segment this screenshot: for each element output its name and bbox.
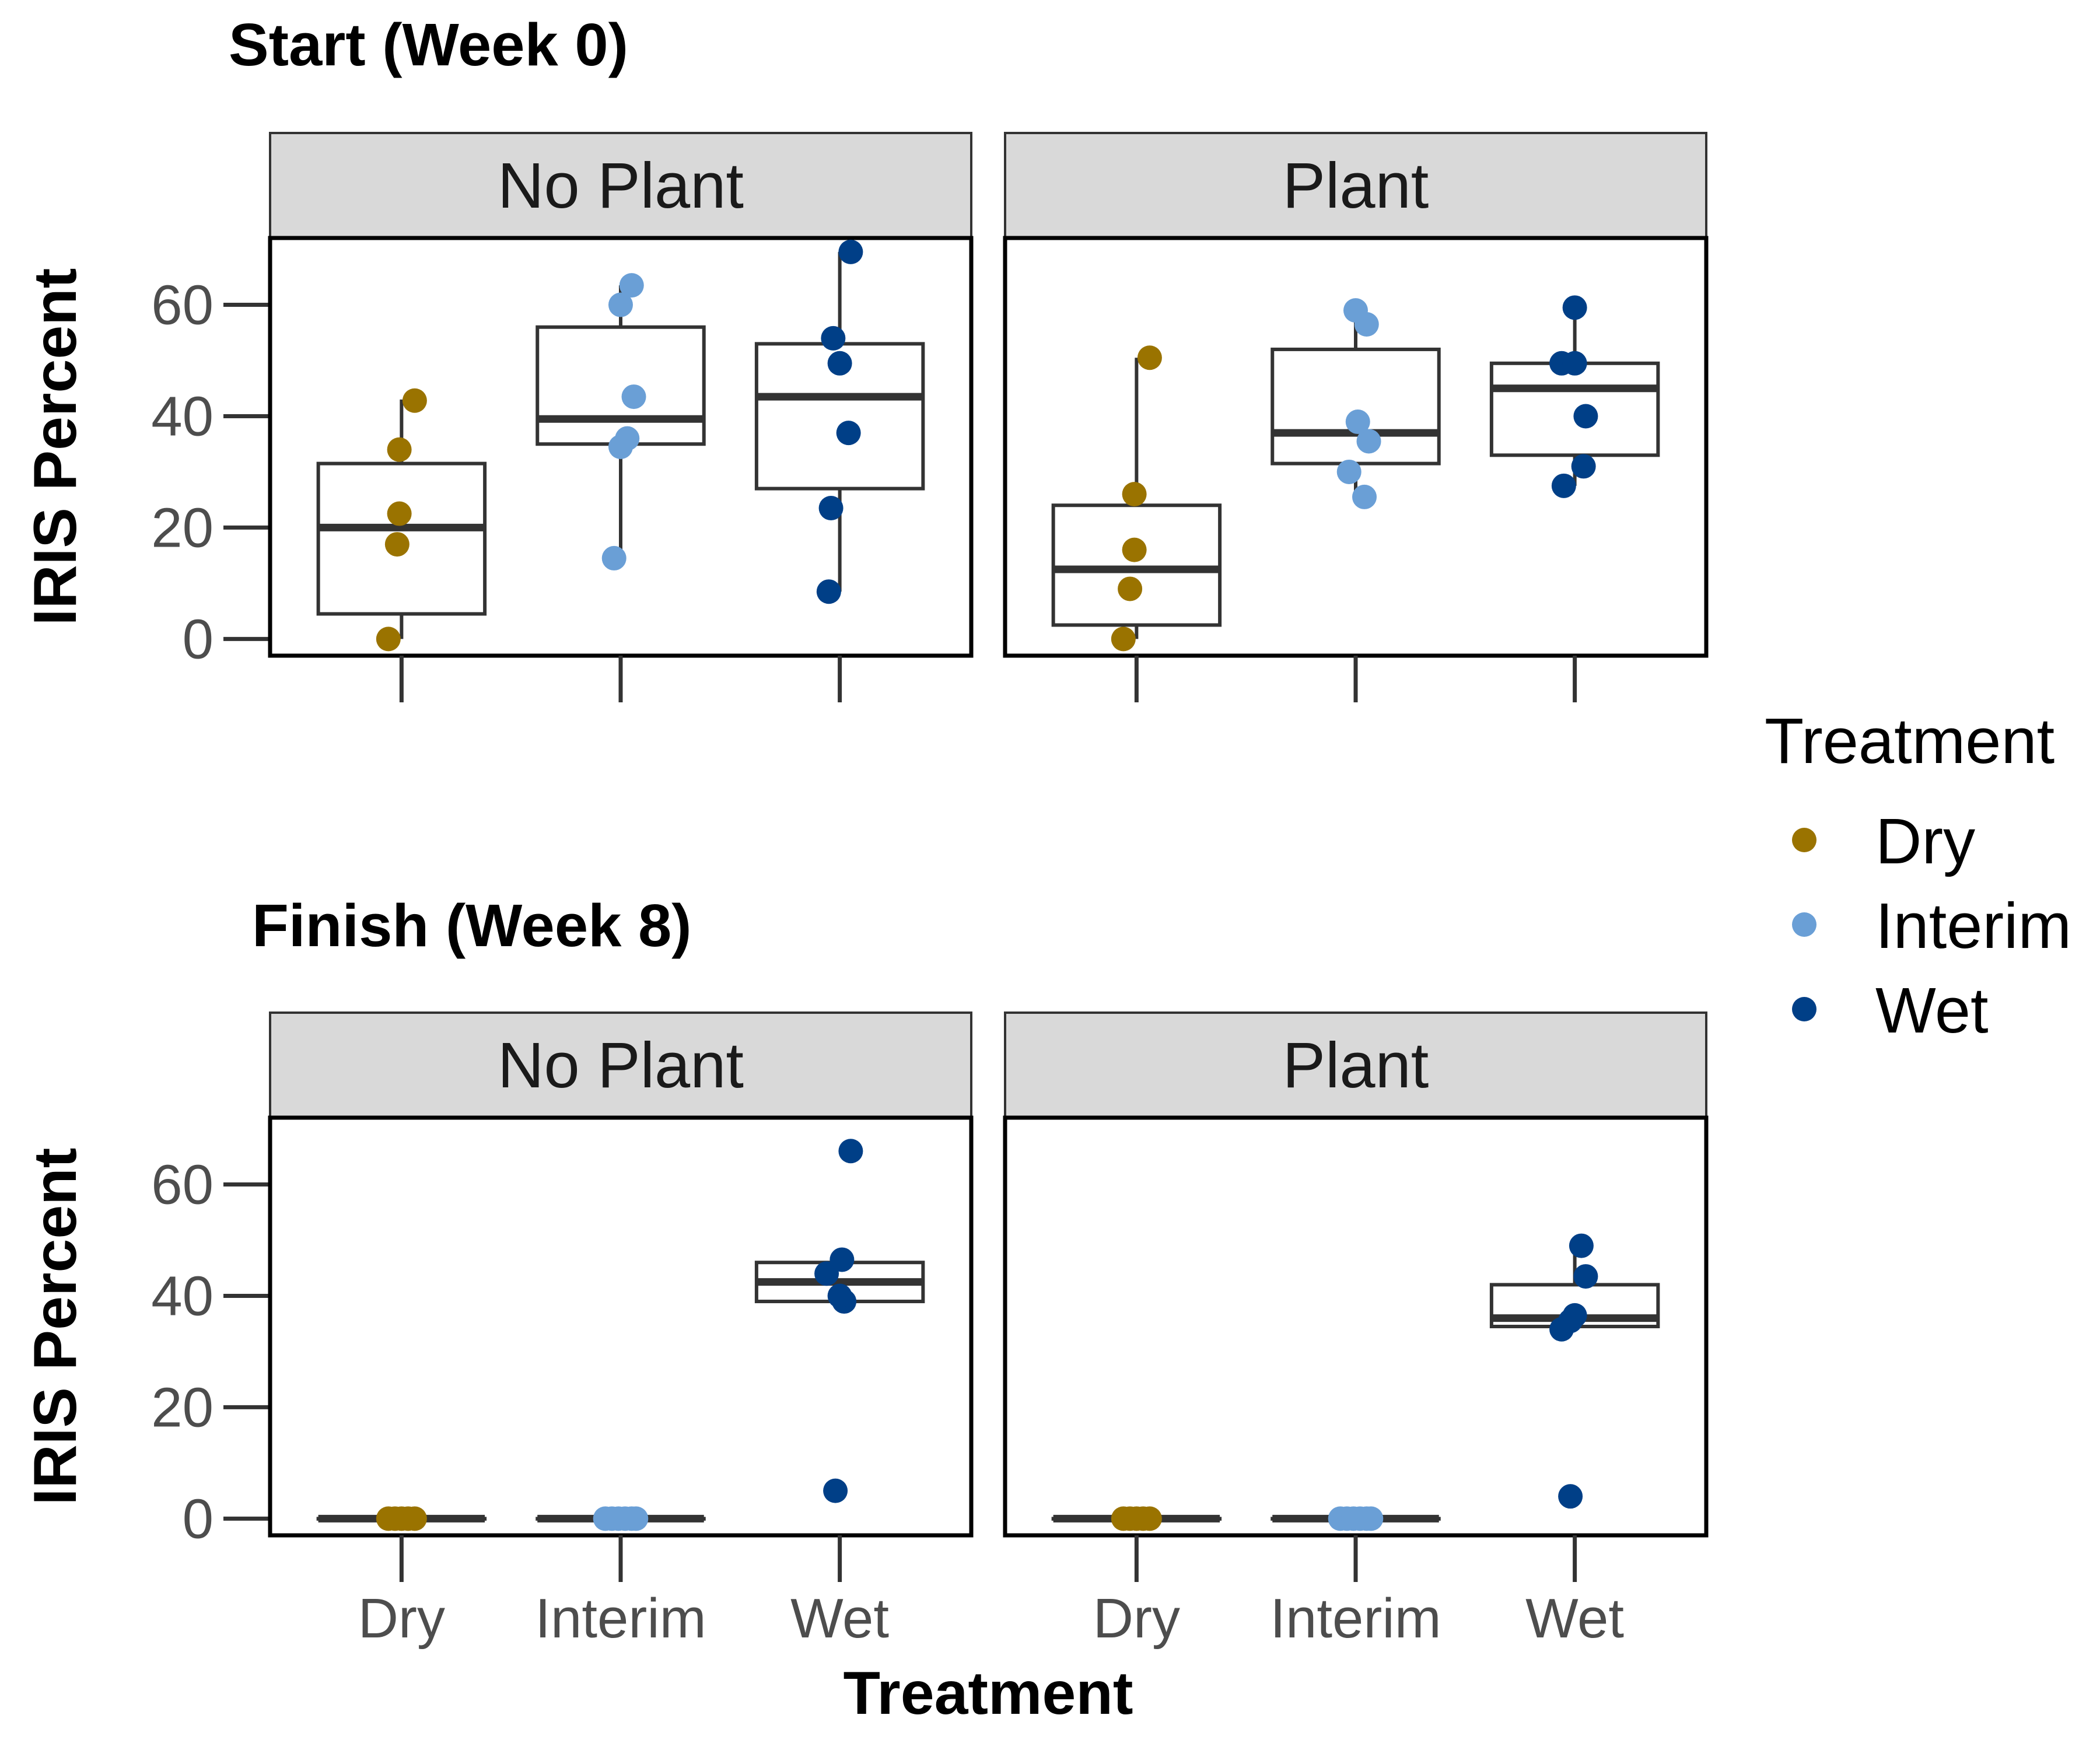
y-tick-label-row2-0: 0 [183,1488,214,1550]
point-r1-p2-interim-3 [1356,429,1381,454]
point-r1-p2-dry-2 [1118,576,1143,601]
point-r2-p1-interim-6 [624,1506,649,1531]
point-r1-p1-interim-5 [608,292,633,317]
point-r1-p1-dry-3 [387,501,412,526]
point-r1-p2-wet-3 [1573,404,1598,429]
point-r2-p2-wet-6 [1569,1233,1594,1258]
point-r2-p1-wet-5 [830,1247,855,1272]
point-r1-p2-dry-4 [1122,482,1147,507]
strip-label-r1-p2: Plant [1283,150,1429,222]
point-r1-p1-dry-5 [402,388,427,413]
legend-swatch-interim [1792,912,1817,937]
point-r1-p2-dry-1 [1111,626,1136,652]
x-tick-label-r2-p1-interim: Interim [535,1587,706,1650]
point-r1-p1-interim-1 [601,545,626,570]
point-r1-p1-dry-4 [387,437,412,462]
y-axis-title-row2: IRIS Percent [22,1148,89,1506]
y-axis-title-row1: IRIS Percent [22,268,89,626]
point-r2-p2-interim-6 [1359,1506,1384,1531]
point-r1-p2-interim-4 [1345,410,1370,435]
point-r1-p2-interim-2 [1336,459,1362,484]
point-r1-p2-wet-6 [1562,295,1587,320]
point-r2-p2-wet-4 [1562,1303,1587,1328]
point-r1-p1-dry-2 [384,532,410,557]
y-tick-label-row2-40: 40 [151,1265,214,1327]
point-r2-p2-wet-1 [1558,1484,1583,1509]
point-r1-p1-interim-4 [621,384,646,410]
point-r2-p1-dry-5 [402,1506,427,1531]
point-r1-p2-dry-5 [1137,345,1162,370]
box-r1-p1-dry [316,461,487,616]
y-tick-label-row2-20: 20 [151,1376,214,1438]
y-tick-label-row1-0: 0 [183,608,214,670]
strip-r2-p1 [269,1012,972,1119]
point-r1-p2-interim-1 [1352,484,1377,509]
point-r1-p2-dry-3 [1122,537,1147,562]
point-r1-p1-wet-6 [838,239,863,264]
strip-r2-p2 [1004,1012,1707,1119]
point-r1-p2-wet-1 [1551,473,1576,498]
y-tick-label-row2-60: 60 [151,1154,214,1216]
point-r1-p1-wet-2 [818,496,844,521]
legend-label-wet: Wet [1875,975,1989,1046]
legend-label-dry: Dry [1875,806,1975,877]
y-tick-label-row1-40: 40 [151,385,214,447]
legend-swatch-dry [1792,828,1817,852]
strip-label-r2-p1: No Plant [498,1030,744,1101]
point-r1-p1-interim-6 [619,273,644,298]
x-tick-label-r2-p2-wet: Wet [1525,1587,1624,1650]
x-tick-label-r2-p1-dry: Dry [358,1587,445,1650]
legend-title: Treatment [1765,705,2054,777]
y-tick-label-row1-20: 20 [151,496,214,559]
panel-r2-p1 [268,1115,974,1538]
point-r2-p1-wet-3 [827,1283,852,1308]
row-title-1: Start (Week 0) [229,11,628,78]
point-r1-p1-interim-3 [615,426,640,451]
point-r1-p1-wet-1 [816,579,841,604]
point-r1-p1-wet-3 [836,421,861,446]
y-tick-label-row1-60: 60 [151,274,214,337]
x-tick-label-r2-p2-interim: Interim [1270,1587,1441,1650]
point-r1-p1-wet-5 [821,326,846,351]
strip-label-r1-p1: No Plant [498,150,744,222]
point-r1-p2-wet-2 [1571,454,1596,479]
row-title-2: Finish (Week 8) [252,892,692,959]
point-r1-p1-wet-4 [827,351,852,376]
strip-label-r2-p2: Plant [1283,1030,1429,1101]
legend-label-interim: Interim [1875,890,2071,962]
point-r1-p1-dry-1 [376,626,401,652]
point-r2-p1-wet-1 [823,1478,848,1503]
point-r1-p2-interim-6 [1343,298,1368,323]
point-r2-p2-wet-5 [1573,1264,1598,1289]
legend-swatch-wet [1792,997,1817,1021]
strip-r1-p1 [269,132,972,239]
x-tick-label-r2-p2-dry: Dry [1093,1587,1180,1650]
point-r1-p2-wet-5 [1562,351,1587,376]
strip-r1-p2 [1004,132,1707,239]
x-tick-label-r2-p1-wet: Wet [790,1587,889,1650]
point-r2-p2-dry-5 [1137,1506,1162,1531]
x-axis-title: Treatment [843,1660,1133,1727]
point-r2-p1-wet-6 [838,1139,863,1164]
